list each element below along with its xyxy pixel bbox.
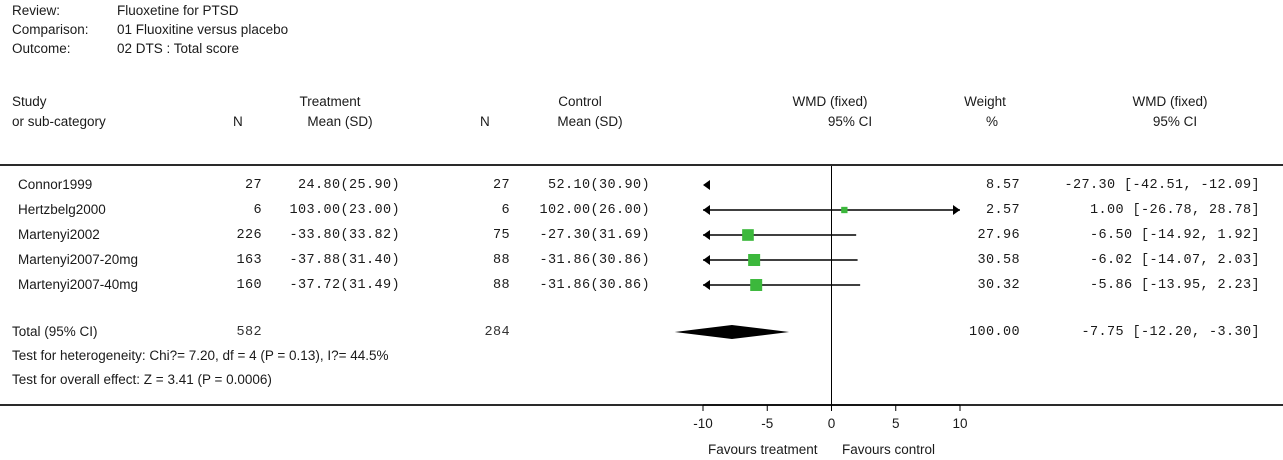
treat-mean-sd: -37.88(31.40) <box>289 253 400 268</box>
treat-n: 27 <box>244 178 262 193</box>
ci-arrow-left <box>703 205 710 215</box>
wmd-ci: 1.00 [-26.78, 28.78] <box>1089 203 1260 218</box>
col-wmd-plot-ci: 95% CI <box>827 114 873 129</box>
total-diamond <box>674 325 790 339</box>
col-weight-pct: % <box>985 114 998 129</box>
x-tick-label: 0 <box>828 416 836 431</box>
ctrl-mean-sd: -31.86(30.86) <box>539 278 650 293</box>
weight: 30.32 <box>977 278 1020 293</box>
col-wmd: WMD (fixed) <box>1132 94 1208 109</box>
study-name: Martenyi2007-40mg <box>18 277 139 292</box>
col-treatment-n: N <box>233 114 243 129</box>
ctrl-n: 88 <box>492 278 510 293</box>
effect-square <box>750 279 763 291</box>
footer-rule <box>0 404 1283 406</box>
col-treatment-meansd: Mean (SD) <box>307 114 373 129</box>
heterogeneity-test: Test for heterogeneity: Chi?= 7.20, df =… <box>12 348 389 363</box>
x-tick-label: -5 <box>761 416 773 431</box>
weight: 27.96 <box>977 228 1020 243</box>
col-treatment: Treatment <box>299 94 361 109</box>
review-label: Review: <box>12 3 61 18</box>
weight: 30.58 <box>977 253 1020 268</box>
outcome-value: 02 DTS : Total score <box>117 41 240 56</box>
effect-square <box>748 254 761 266</box>
total-label: Total (95% CI) <box>12 324 98 339</box>
treat-mean-sd: -33.80(33.82) <box>289 228 400 243</box>
header-rule <box>0 164 1283 166</box>
total-treat-n: 582 <box>236 325 262 340</box>
ctrl-mean-sd: -31.86(30.86) <box>539 253 650 268</box>
ctrl-mean-sd: -27.30(31.69) <box>539 228 650 243</box>
col-wmd-ci: 95% CI <box>1152 114 1198 129</box>
col-subcategory: or sub-category <box>12 114 106 129</box>
ctrl-mean-sd: 102.00(26.00) <box>539 203 650 218</box>
study-name: Connor1999 <box>18 177 93 192</box>
col-control-meansd: Mean (SD) <box>557 114 623 129</box>
wmd-ci: -6.02 [-14.07, 2.03] <box>1089 253 1260 268</box>
col-wmd-plot: WMD (fixed) <box>792 94 868 109</box>
ci-arrow-left <box>703 230 710 240</box>
total-ctrl-n: 284 <box>484 325 510 340</box>
col-study: Study <box>12 94 47 109</box>
comparison-label: Comparison: <box>12 22 89 37</box>
effect-square <box>742 229 754 241</box>
total-weight: 100.00 <box>968 325 1020 340</box>
x-tick-label: -10 <box>693 416 713 431</box>
study-name: Hertzbelg2000 <box>18 202 106 217</box>
favours-control-label: Favours control <box>842 442 936 457</box>
x-tick-label: 5 <box>892 416 900 431</box>
treat-n: 226 <box>236 228 262 243</box>
treat-n: 6 <box>253 203 262 218</box>
ctrl-n: 6 <box>501 203 510 218</box>
effect-square <box>841 206 848 214</box>
treat-n: 160 <box>236 278 262 293</box>
ctrl-n: 88 <box>492 253 510 268</box>
wmd-ci: -6.50 [-14.92, 1.92] <box>1089 228 1260 243</box>
treat-mean-sd: -37.72(31.49) <box>289 278 400 293</box>
x-tick-label: 10 <box>952 416 967 431</box>
ci-arrow-right <box>953 205 960 215</box>
study-name: Martenyi2002 <box>18 227 100 242</box>
overall-effect-test: Test for overall effect: Z = 3.41 (P = 0… <box>12 372 272 387</box>
ci-arrow-left <box>703 255 710 265</box>
comparison-value: 01 Fluoxitine versus placebo <box>117 22 289 37</box>
col-control: Control <box>558 94 602 109</box>
treat-mean-sd: 24.80(25.90) <box>297 178 400 193</box>
col-control-n: N <box>480 114 490 129</box>
treat-n: 163 <box>236 253 262 268</box>
ctrl-mean-sd: 52.10(30.90) <box>547 178 650 193</box>
ctrl-n: 75 <box>492 228 510 243</box>
review-value: Fluoxetine for PTSD <box>117 3 239 18</box>
col-weight: Weight <box>964 94 1006 109</box>
study-name: Martenyi2007-20mg <box>18 252 139 267</box>
favours-treatment-label: Favours treatment <box>708 442 818 457</box>
wmd-ci: -27.30 [-42.51, -12.09] <box>1064 178 1260 193</box>
ci-arrow-left <box>703 180 710 190</box>
weight: 8.57 <box>985 178 1020 193</box>
wmd-ci: -5.86 [-13.95, 2.23] <box>1089 278 1260 293</box>
weight: 2.57 <box>985 203 1020 218</box>
ctrl-n: 27 <box>492 178 510 193</box>
ci-arrow-left <box>703 280 710 290</box>
total-wmd-ci: -7.75 [-12.20, -3.30] <box>1081 325 1260 340</box>
outcome-label: Outcome: <box>12 41 71 56</box>
treat-mean-sd: 103.00(23.00) <box>289 203 400 218</box>
